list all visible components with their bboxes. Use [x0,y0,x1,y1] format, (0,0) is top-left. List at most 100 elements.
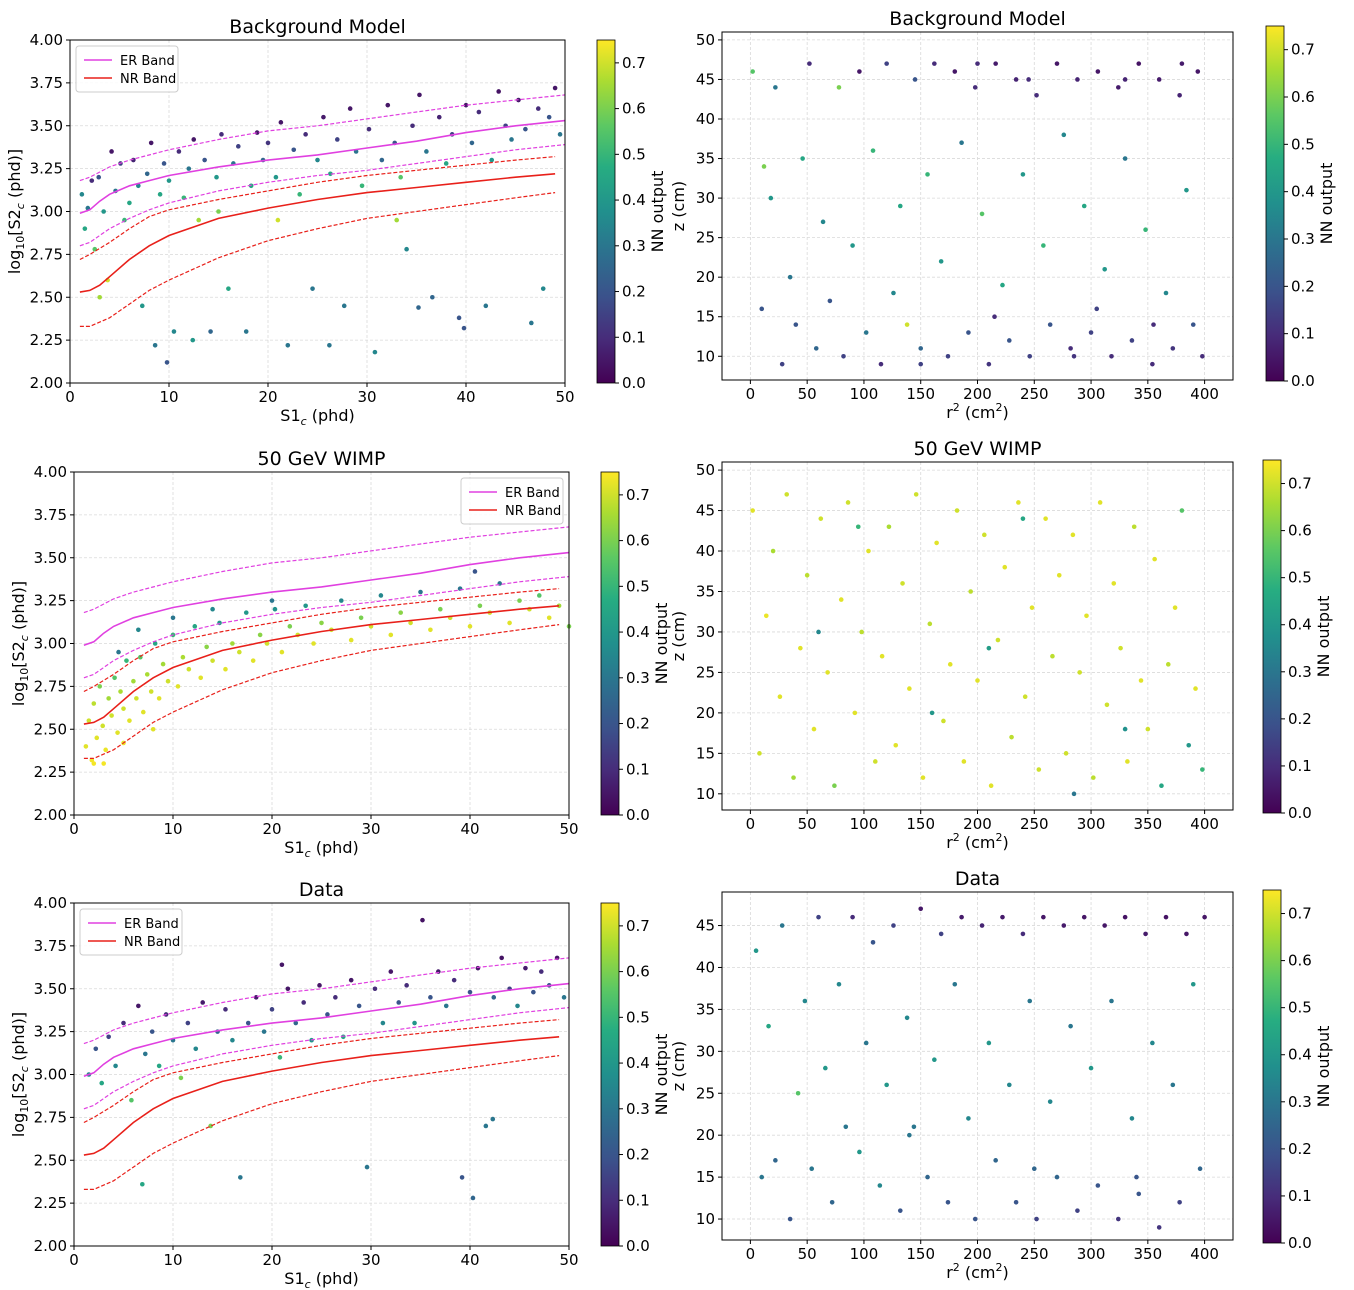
data-point [112,675,117,681]
data-point [291,147,297,153]
data-point [430,294,435,300]
colorbar-tick-label: 0.1 [1288,1187,1312,1205]
data-point [366,126,372,132]
x-tick-label: 400 [1190,385,1219,403]
data-point [141,709,146,715]
x-tick-label: 250 [1020,1245,1049,1263]
data-point [878,361,884,367]
data-point [904,322,910,327]
colorbar-tick-label: 0.2 [1288,1140,1312,1158]
axis-ticks: 0 10 20 30 40 50 2.00 2.25 2.50 2.75 3.00 3.25 3.50 3… [34,463,579,838]
data-point [372,986,378,992]
y-tick-label: 3.75 [30,74,63,92]
data-point [356,1003,362,1009]
data-point [557,132,563,137]
data-point [237,649,242,655]
colorbar-tick-label: 0.3 [1291,230,1315,248]
data-point [1197,1166,1203,1172]
chart-wimp-s1s2: 0 10 20 30 40 50 2.00 2.25 2.50 2.75 3.00 3.25 3.50 3… [9,448,671,860]
data-point [1041,914,1046,920]
data-point [1013,77,1019,82]
x-tick-label: 200 [963,1245,992,1263]
data-point [489,157,495,163]
colorbar-tick-label: 0.5 [626,1008,650,1026]
data-point [1163,914,1169,920]
data-point [193,1046,199,1052]
data-point [269,1007,275,1012]
data-point [1190,322,1196,327]
data-point [333,995,338,1000]
data-point [870,148,876,153]
data-point [131,678,136,684]
colorbar-tick-label: 0.1 [1291,325,1315,343]
data-point [116,649,121,655]
data-point [938,259,944,264]
scatter-points [753,906,1207,1230]
data-point [101,209,106,214]
x-tick-label: 20 [258,388,277,406]
data-point [1184,931,1189,937]
data-point [1116,1216,1121,1222]
data-point [190,337,196,343]
y-tick-label: 45 [696,502,715,520]
data-point [410,123,415,129]
data-point [891,923,896,928]
data-point [1131,524,1137,530]
data-point [886,524,892,530]
data-point [303,132,308,137]
data-point [1159,783,1164,789]
colorbar-tick-label: 0.2 [1288,710,1312,728]
data-point [784,492,790,497]
data-point [515,1003,520,1009]
colorbar [596,39,616,384]
data-point [759,306,765,312]
data-point [436,114,442,120]
data-point [968,589,973,594]
data-point [979,211,985,217]
legend: ER Band NR Band [460,477,564,525]
data-point [236,144,241,149]
x-tick-label: 30 [357,388,376,406]
data-point [823,1065,828,1071]
data-point [230,1037,235,1043]
x-tick-label: 200 [963,385,992,403]
colorbar-tick-label: 0.5 [1288,999,1312,1017]
data-point [470,1195,476,1201]
x-tick-label: 40 [456,388,475,406]
data-point [359,183,365,189]
data-point [214,174,219,180]
x-tick-label: 300 [1077,1245,1106,1263]
band-lines [83,526,570,759]
data-point [272,606,278,612]
data-point [1031,1166,1037,1172]
data-point [301,1000,306,1005]
data-point [1104,702,1110,708]
data-point [836,981,842,987]
colorbar-tick-label: 0.6 [626,532,650,550]
colorbar-tick-label: 0.7 [626,486,650,504]
data-point [986,645,992,651]
data-point [1143,931,1148,937]
colorbar-tick-label: 0.3 [626,669,650,687]
data-point [852,710,858,716]
data-point [139,303,145,309]
data-point [941,718,946,724]
data-point [811,726,817,732]
er-band-line [83,982,570,1077]
data-point [317,983,322,988]
y-tick-label: 50 [696,461,715,479]
data-point [773,85,778,90]
data-point [136,183,141,189]
data-point [297,192,302,197]
colorbar-tick-label: 0.7 [1291,41,1315,59]
data-point [156,696,162,701]
data-point [779,361,785,367]
data-point [1070,532,1076,538]
x-tick-label: 250 [1020,385,1049,403]
legend-label: ER Band [505,486,560,501]
data-point [230,641,235,646]
data-point [483,1123,489,1129]
data-point [463,102,469,108]
x-axis-label: S1c (phd) [284,1269,358,1290]
data-point [863,1040,869,1046]
